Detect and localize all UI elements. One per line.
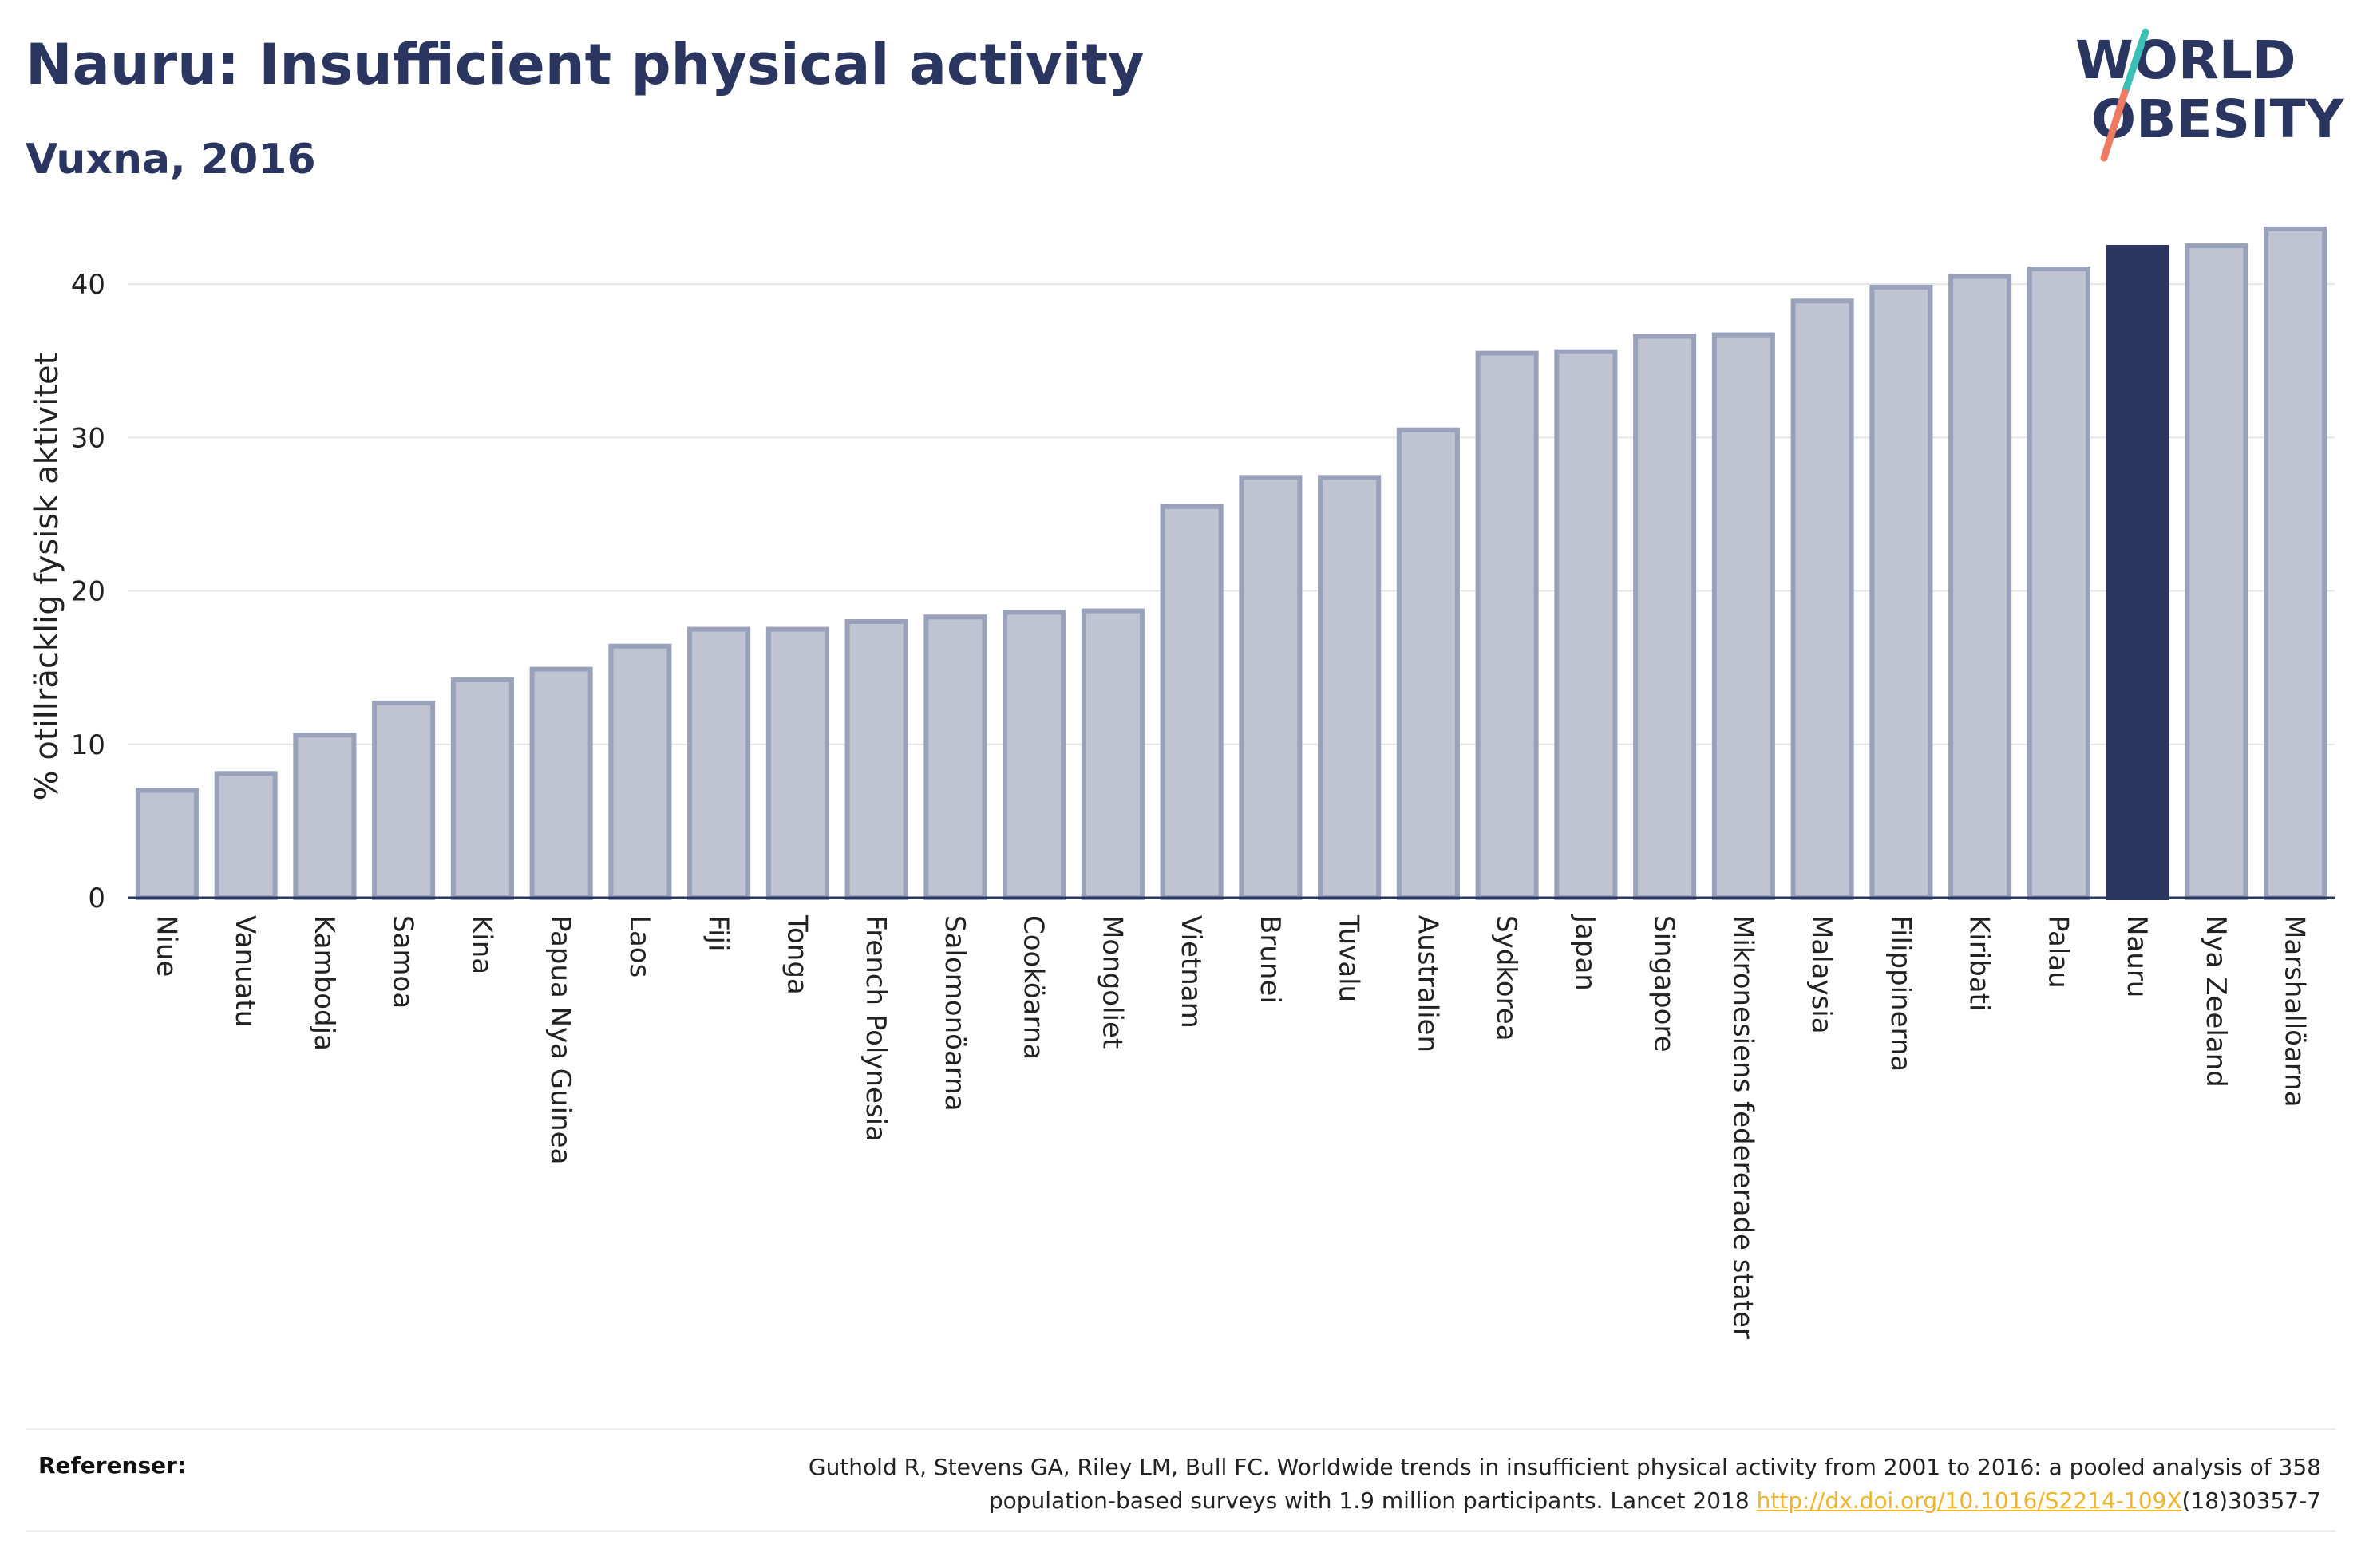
bar <box>1711 332 1775 900</box>
bar <box>450 677 514 900</box>
references-label: Referenser: <box>38 1452 187 1479</box>
y-tick-label: 10 <box>71 729 105 761</box>
logo-slash-coral <box>2100 89 2129 162</box>
y-axis-label: % otillräcklig fysisk aktivitet <box>29 353 65 801</box>
x-tick-label: Fiji <box>702 915 734 951</box>
bar <box>1239 475 1303 900</box>
bar <box>1869 284 1933 900</box>
bar <box>293 733 357 900</box>
x-tick-label: Vanuatu <box>229 915 261 1027</box>
bar <box>1396 427 1460 900</box>
bar <box>372 700 436 901</box>
logo-line-1: WORLD <box>2075 30 2296 91</box>
bar <box>1554 349 1618 900</box>
x-tick-label: Sydkorea <box>1490 915 1522 1041</box>
y-tick-label: 0 <box>88 883 105 914</box>
reference-line-1: Guthold R, Stevens GA, Riley LM, Bull FC… <box>808 1454 2321 1480</box>
bar <box>844 619 908 900</box>
reference-line-3: (18)30357-7 <box>2181 1487 2321 1514</box>
bar <box>1475 350 1539 901</box>
x-tick-label: Mikronesiens federerade stater <box>1726 915 1758 1339</box>
x-tick-label: Niue <box>150 915 182 977</box>
x-tick-label: Salomonöarna <box>939 915 971 1112</box>
page-subtitle: Vuxna, 2016 <box>26 136 316 184</box>
x-tick-label: Nya Zeeland <box>2200 915 2232 1088</box>
x-tick-label: Australien <box>1411 915 1443 1053</box>
logo-slash-teal <box>2121 28 2149 97</box>
x-tick-label: Kambodja <box>308 915 340 1051</box>
x-tick-label: Papua Nya Guinea <box>544 915 576 1164</box>
x-tick-label: Singapore <box>1648 915 1680 1053</box>
bar <box>608 643 672 900</box>
bar-highlight <box>2106 244 2169 900</box>
x-tick-label: Kiribati <box>1964 915 1995 1011</box>
y-tick-label: 20 <box>71 576 105 608</box>
bar <box>1318 475 1382 900</box>
x-tick-label: Marshallöarna <box>2279 915 2311 1108</box>
reference-line-2: population-based surveys with 1.9 millio… <box>988 1487 1757 1514</box>
bar <box>2027 266 2090 900</box>
x-tick-label: Japan <box>1569 914 1601 991</box>
labels: 0 10 20 30 40 Niue Vanuatu Kambodja Samoa Kina Pap… <box>71 269 2311 1339</box>
x-tick-label: Cooköarna <box>1018 915 1050 1060</box>
y-tick-label: 40 <box>71 269 105 301</box>
x-tick-label: Tonga <box>781 914 813 995</box>
world-obesity-logo: WORLD OBESITY <box>2075 28 2345 162</box>
references-text: Guthold R, Stevens GA, Riley LM, Bull FC… <box>645 1451 2321 1518</box>
x-tick-label: Laos <box>623 915 655 978</box>
bar <box>1948 274 2012 900</box>
x-tick-label: Malaysia <box>1805 915 1837 1034</box>
x-tick-label: Palau <box>2042 915 2074 989</box>
x-tick-label: French Polynesia <box>860 915 892 1142</box>
bar <box>529 666 593 900</box>
bar <box>2264 226 2327 900</box>
x-tick-label: Nauru <box>2121 915 2153 997</box>
bar <box>1003 610 1066 900</box>
x-tick-label: Samoa <box>387 915 419 1009</box>
bar <box>923 614 987 900</box>
bar <box>1081 608 1145 900</box>
y-tick-label: 30 <box>71 422 105 454</box>
reference-doi-link[interactable]: http://dx.doi.org/10.1016/S2214-109X <box>1756 1487 2182 1514</box>
x-tick-label: Brunei <box>1254 915 1286 1004</box>
logo-line-2: OBESITY <box>2091 89 2345 150</box>
bar <box>2185 243 2248 900</box>
bar <box>687 626 751 900</box>
bar <box>214 771 278 900</box>
bar <box>135 788 199 901</box>
x-tick-label: Filippinerna <box>1884 915 1916 1072</box>
page-title: Nauru: Insufficient physical activity <box>26 32 1145 97</box>
x-tick-label: Vietnam <box>1175 915 1207 1029</box>
references-footer: Referenser: Guthold R, Stevens GA, Riley… <box>26 1428 2335 1532</box>
bar <box>1790 298 1854 900</box>
bar <box>1633 334 1697 900</box>
x-tick-label: Mongoliet <box>1096 915 1128 1049</box>
bar <box>765 626 829 900</box>
bar <box>1160 504 1224 900</box>
bars <box>135 226 2327 901</box>
x-tick-label: Tuvalu <box>1333 914 1365 1002</box>
x-tick-label: Kina <box>465 915 497 974</box>
